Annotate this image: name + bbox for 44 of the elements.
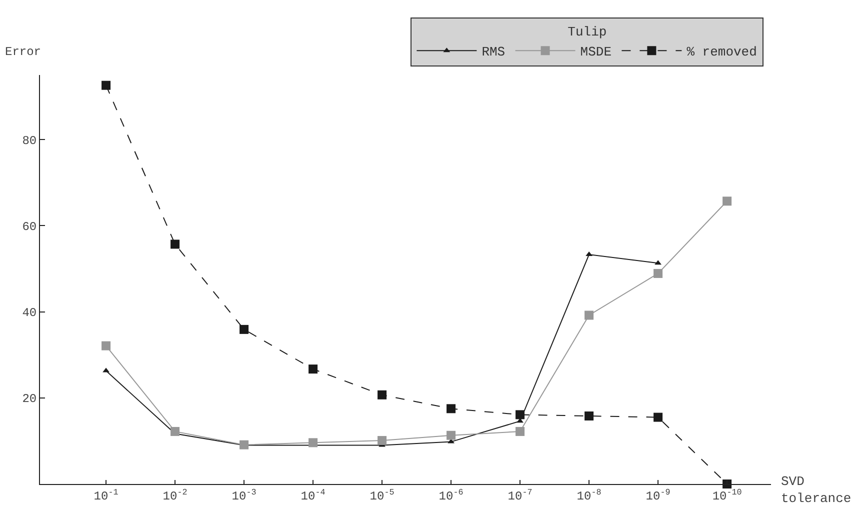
x-tick-label: 10$^{-3}$	[232, 487, 256, 504]
point	[654, 412, 663, 422]
y-tick-label: 80	[22, 134, 37, 148]
legend-label: MSDE	[580, 44, 612, 60]
point	[170, 240, 180, 249]
point	[378, 436, 387, 446]
y-tick-label: 40	[22, 306, 37, 320]
point	[654, 268, 663, 278]
x-tick-label: 10$^{-7}$	[508, 487, 532, 504]
point	[308, 438, 318, 448]
point	[516, 418, 524, 423]
point	[654, 260, 662, 265]
point	[170, 426, 180, 436]
y-axis-title: Error	[5, 45, 42, 59]
point	[102, 80, 111, 90]
point	[378, 390, 387, 400]
point	[240, 440, 249, 450]
point	[586, 252, 592, 256]
point	[446, 430, 456, 440]
point	[722, 196, 732, 206]
x-axis-title: SVD tolerance	[781, 474, 852, 506]
x-tick-label: 10$^{-5}$	[370, 487, 394, 504]
point	[516, 426, 525, 436]
y-tick-label: 20	[22, 392, 37, 406]
legend-label: RMS	[482, 44, 506, 60]
x-tick-label: 10$^{-8}$	[576, 487, 602, 504]
x-tick-label: 10$^{-9}$	[646, 487, 670, 504]
point	[102, 368, 110, 372]
x-tick-label: 10$^{-10}$	[712, 487, 742, 504]
point	[240, 324, 249, 334]
point	[516, 410, 525, 420]
point	[102, 341, 111, 350]
x-tick-label: 10$^{-6}$	[438, 487, 464, 504]
point	[584, 310, 594, 320]
legend-title: Tulip	[568, 24, 607, 40]
point	[446, 404, 456, 414]
x-tick-label: 10$^{-4}$	[300, 487, 326, 504]
y-tick-label: 60	[22, 220, 37, 234]
point	[308, 364, 318, 374]
legend-label: % removed	[686, 44, 757, 60]
point	[448, 438, 454, 444]
point	[584, 411, 594, 420]
x-tick-label: 10$^{-1}$	[94, 487, 118, 504]
x-tick-label: 10$^{-2}$	[162, 487, 188, 504]
